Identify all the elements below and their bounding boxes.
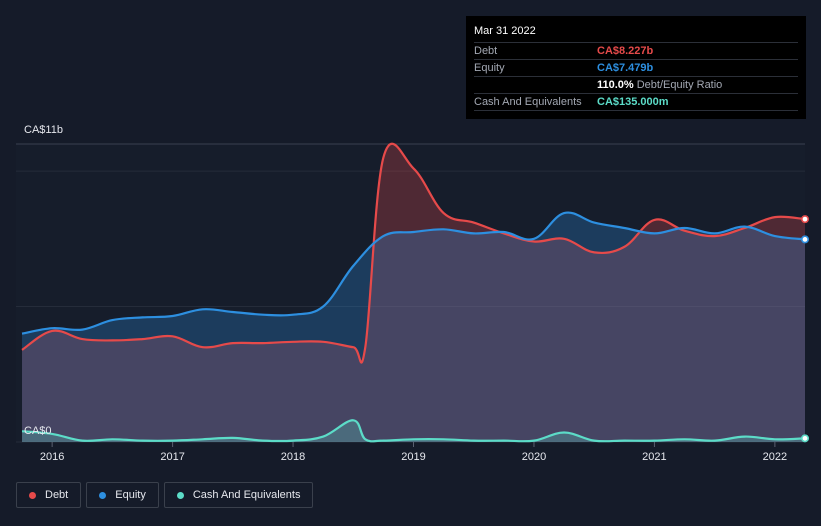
line-equity [21,211,806,335]
tooltip-value: 110.0% [597,79,634,91]
tooltip-label: Cash And Equivalents [474,96,582,108]
x-tick-label: 2021 [642,451,666,463]
tooltip-label: Equity [474,62,505,74]
tooltip-label [474,77,597,93]
x-tick-label: 2020 [522,451,546,463]
legend-dot-icon [176,491,184,499]
legend-dot-icon [29,491,36,499]
x-tick-label: 2017 [160,451,184,463]
line-cash-and-equivalents [21,419,806,443]
area-debt [22,143,806,442]
tooltip-row-cash: Cash And Equivalents CA$135.000m [474,93,798,111]
tooltip-label: Debt [474,45,498,57]
tooltip-row-equity: Equity CA$7.479b [474,59,798,76]
legend-label: Debt [45,489,69,501]
series-lines [21,142,806,443]
endpoint-debt [800,215,809,224]
grid-lines [16,143,805,443]
legend-item-equity[interactable]: Equity [86,482,159,508]
tooltip-panel: Mar 31 2022 Debt CA$8.227b Equity CA$7.4… [466,16,806,119]
tooltip-row-debt: Debt CA$8.227b [474,42,798,59]
endpoint-equity [800,235,809,244]
tooltip-ratio-label: Debt/Equity Ratio [636,79,723,91]
endpoint-cash-and-equivalents [800,434,809,443]
legend-item-debt[interactable]: Debt [16,482,82,508]
x-tick-label: 2016 [40,451,64,463]
legend: Debt Equity Cash And Equivalents [16,482,314,508]
tooltip-date: Mar 31 2022 [474,25,536,37]
plot-background [16,144,805,442]
x-tick-label: 2022 [763,451,787,463]
line-debt [21,142,806,364]
y-axis-max-label: CA$11b [24,124,63,136]
legend-label: Equity [115,489,146,501]
x-tick-label: 2019 [401,451,425,463]
legend-label: Cash And Equivalents [192,489,301,501]
tooltip-value: CA$8.227b [597,45,654,57]
series-endpoints [800,215,809,443]
tooltip-value: CA$7.479b [597,62,654,74]
legend-dot-icon [99,491,107,499]
x-tick-label: 2018 [281,451,305,463]
tooltip-value: CA$135.000m [597,96,669,108]
area-equity [22,212,806,442]
x-axis-ticks: 2016 2017 2018 2019 2020 2021 2022 [40,442,787,463]
y-axis-min-label: CA$0 [24,425,52,437]
tooltip-row-ratio: 110.0% Debt/Equity Ratio [474,76,798,93]
legend-item-cash[interactable]: Cash And Equivalents [163,482,314,508]
